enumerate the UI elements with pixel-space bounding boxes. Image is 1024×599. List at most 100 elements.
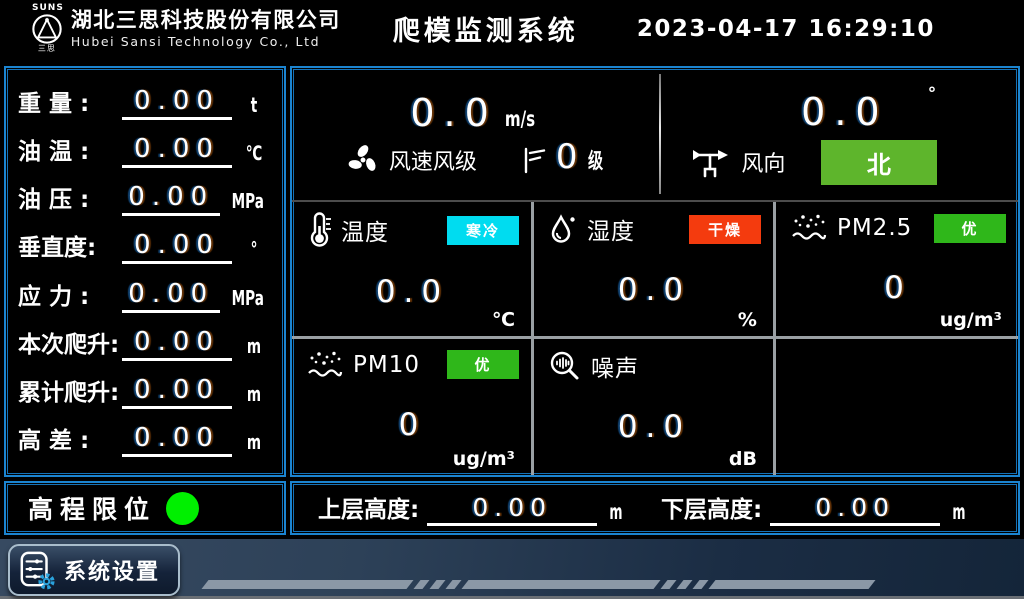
lower-height-group: 下层高度: 0.00 m: [655, 490, 998, 526]
humidity-status-badge: 干燥: [688, 214, 761, 244]
measure-value: 0.00: [122, 134, 232, 169]
measure-value: 0.00: [122, 86, 232, 121]
measure-row-oil-temp: 油 温 : 0.00 ℃: [18, 132, 272, 169]
measure-unit: ℃: [245, 141, 263, 166]
logo-sansi-text: 三思: [37, 44, 56, 53]
sensor-unit: ug/m³: [452, 448, 515, 470]
stripe-slash: [445, 580, 462, 589]
measure-label: 本次爬升:: [18, 331, 120, 358]
measure-row-verticality: 垂直度: 0.00 °: [18, 228, 272, 265]
sensor-name: PM10: [353, 351, 420, 378]
wind-direction-label: 风向: [741, 152, 786, 177]
stripe-slash: [413, 580, 430, 589]
sensor-unit: ℃: [491, 308, 515, 331]
sensor-name: PM2.5: [836, 215, 913, 241]
sansi-logo-icon: [32, 14, 62, 44]
sensor-cell-pm25: PM2.5 优 0 ug/m³: [775, 202, 1018, 339]
sensor-name: 噪声: [590, 355, 639, 382]
header-divider: [0, 57, 1024, 62]
sensor-value: 0: [398, 406, 427, 443]
measure-row-height-diff: 高 差 : 0.00 m: [18, 421, 272, 457]
sensor-header: PM2.5 优: [790, 212, 1006, 244]
wind-speed-label: 风速风级: [388, 150, 477, 175]
heights-panel: 上层高度: 0.00 m 下层高度: 0.00 m: [290, 481, 1020, 535]
upper-height-unit: m: [609, 500, 623, 524]
measure-unit: t: [250, 93, 258, 118]
measure-label: 应 力 :: [18, 283, 90, 310]
measure-unit: °: [250, 237, 258, 262]
wind-cells-divider: [659, 74, 662, 194]
dust-icon: [308, 351, 343, 377]
upper-height-group: 上层高度: 0.00 m: [312, 490, 655, 526]
temperature-status-badge: 寒冷: [446, 215, 519, 245]
stripe-bar: [708, 580, 876, 589]
measure-value: 0.00: [122, 182, 221, 217]
wind-row: 0.0 m/s 风速风级: [292, 68, 1018, 202]
measure-unit: MPa: [232, 189, 265, 214]
sensor-name: 温度: [341, 220, 389, 246]
measure-unit: m: [246, 333, 262, 358]
header: SUNS 三思 湖北三思科技股份有限公司 Hubei Sansi Technol…: [0, 0, 1024, 57]
wind-speed-reading: 0.0 m/s: [292, 91, 659, 135]
sensor-value: 0.0: [375, 274, 450, 310]
measure-unit: m: [246, 429, 262, 454]
droplet-icon: [551, 214, 575, 243]
measure-unit: m: [246, 381, 262, 406]
wind-direction-badge: 北: [821, 139, 938, 185]
measure-label: 高 差 :: [18, 427, 90, 454]
wind-speed-unit: m/s: [504, 107, 536, 131]
company-name-cn: 湖北三思科技股份有限公司: [70, 8, 341, 33]
footer-stripe-decoration: [201, 580, 876, 589]
sensor-header: 温度 寒冷: [306, 212, 519, 248]
sensor-cell-humidity: 湿度 干燥 0.0 %: [533, 202, 776, 339]
measure-unit: MPa: [232, 285, 265, 310]
wind-direction-unit: °: [927, 83, 937, 104]
logo-suns-text: SUNS: [32, 3, 64, 13]
datetime-display: 2023-04-17 16:29:10: [636, 15, 935, 42]
pm10-status-badge: 优: [446, 350, 519, 379]
thermometer-icon: [310, 212, 331, 247]
sensor-cell-pm10: PM10 优 0 ug/m³: [292, 338, 534, 475]
measure-row-weight: 重 量 : 0.00 t: [18, 84, 272, 121]
page-title: 爬模监测系统: [392, 16, 579, 47]
sensor-header: PM10 优: [306, 349, 519, 381]
wind-direction-reading: 0.0 °: [661, 84, 1018, 134]
wind-direction-value: 0.0: [801, 89, 889, 134]
measure-value: 0.00: [122, 279, 221, 313]
pm25-status-badge: 优: [933, 213, 1006, 243]
measure-value: 0.00: [122, 327, 232, 361]
company-logo: SUNS 三思: [30, 4, 64, 53]
sensor-cell-temperature: 温度 寒冷 0.0 ℃: [292, 202, 534, 339]
wind-direction-cell: 0.0 ° 风向 北: [661, 68, 1018, 200]
sensor-header: 湿度 干燥: [548, 212, 761, 246]
fan-icon: [348, 145, 376, 171]
settings-sliders-gear-icon: [20, 551, 55, 590]
sensor-cell-empty: [776, 339, 1018, 476]
company-name-block: 湖北三思科技股份有限公司 Hubei Sansi Technology Co.,…: [71, 8, 341, 48]
wind-level-line: 风速风级 0 级: [292, 137, 659, 177]
sensor-cell-noise: 噪声 0.0 dB: [534, 338, 776, 475]
wind-speed-value: 0.0: [410, 91, 498, 135]
stripe-slash: [676, 580, 693, 589]
noise-meter-icon: [550, 351, 579, 379]
sensor-name: 湿度: [586, 219, 635, 245]
sensor-unit: ug/m³: [939, 308, 1002, 331]
system-settings-button[interactable]: 系统设置: [8, 544, 181, 596]
stripe-bar: [461, 580, 661, 589]
sensor-value: 0.0: [617, 272, 692, 308]
stripe-slash: [660, 580, 677, 589]
stripe-slash: [429, 580, 446, 589]
sensor-unit: %: [737, 308, 757, 331]
stripe-bar: [201, 580, 414, 589]
upper-height-label: 上层高度:: [318, 497, 420, 523]
lower-height-label: 下层高度:: [661, 497, 763, 523]
measure-row-total-climb: 累计爬升: 0.00 m: [18, 373, 272, 409]
elevation-limit-panel: 高程限位: [4, 481, 286, 535]
measure-label: 垂直度:: [18, 235, 97, 262]
measurements-panel: 重 量 : 0.00 t 油 温 : 0.00 ℃ 油 压 : 0.00 MPa…: [4, 66, 286, 477]
environment-panel: 0.0 m/s 风速风级: [290, 66, 1020, 477]
measure-value: 0.00: [122, 423, 232, 457]
elevation-limit-label: 高程限位: [28, 495, 157, 524]
stripe-slash: [692, 580, 709, 589]
